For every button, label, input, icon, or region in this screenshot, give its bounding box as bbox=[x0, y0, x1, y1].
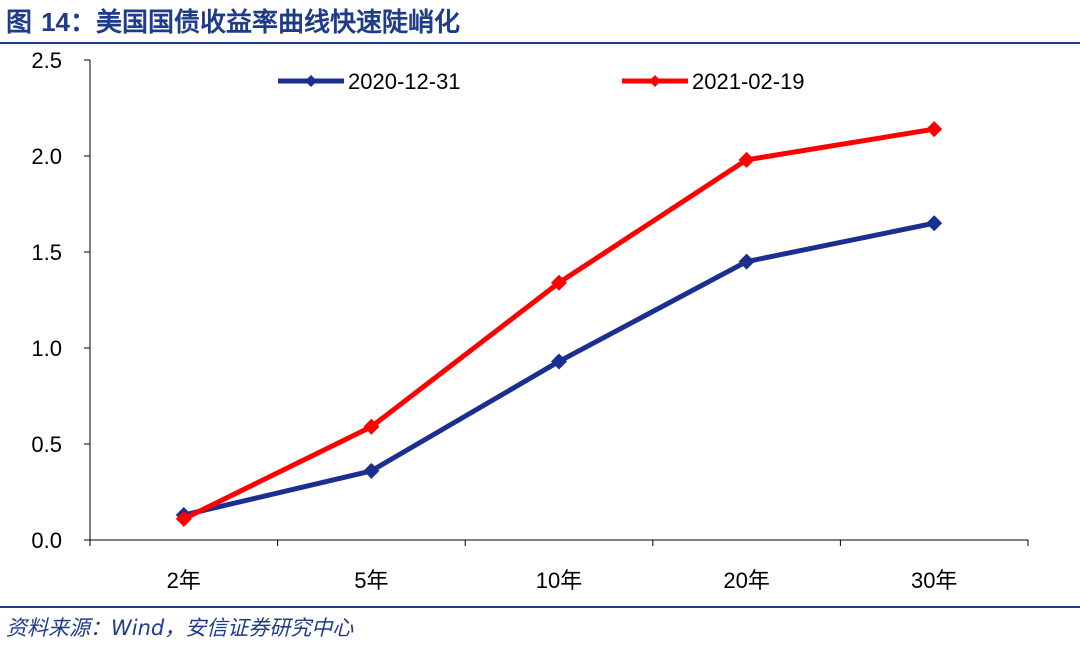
data-point bbox=[363, 418, 380, 435]
source-divider bbox=[0, 606, 1080, 608]
legend-label: 2020-12-31 bbox=[348, 69, 461, 94]
y-tick-label: 1.5 bbox=[31, 240, 62, 265]
x-tick-label: 5年 bbox=[354, 568, 388, 593]
series-2020-12-31 bbox=[175, 215, 943, 524]
chart-area: 0.0 0.5 1.0 1.5 2.0 2.5 2年 5年 10年 20年 30年 2020-12-3… bbox=[0, 44, 1080, 604]
y-tick-label: 2.0 bbox=[31, 144, 62, 169]
data-point bbox=[738, 253, 755, 270]
data-point bbox=[551, 274, 567, 291]
legend-swatch-marker bbox=[305, 75, 317, 87]
series-line bbox=[182, 126, 935, 522]
y-tick-label: 1.0 bbox=[31, 336, 62, 361]
data-point bbox=[926, 121, 943, 138]
figure-title-prefix: 图 bbox=[6, 8, 42, 38]
source-note: 资料来源：Wind，安信证券研究中心 bbox=[6, 616, 354, 640]
data-point bbox=[551, 353, 567, 370]
y-tick-label: 2.5 bbox=[31, 48, 62, 73]
data-point bbox=[738, 151, 755, 168]
data-point bbox=[363, 462, 380, 479]
data-point bbox=[175, 510, 192, 527]
x-tick-label: 30年 bbox=[911, 568, 957, 593]
title-divider bbox=[0, 42, 1080, 44]
figure-number: 14 bbox=[41, 7, 70, 37]
series-2021-02-19 bbox=[175, 121, 943, 527]
x-tick-label: 20年 bbox=[723, 568, 769, 593]
legend-swatch-marker bbox=[649, 75, 661, 87]
data-point bbox=[926, 215, 943, 232]
x-tick-label: 2年 bbox=[167, 568, 201, 593]
figure-title: 图 14：美国国债收益率曲线快速陡峭化 bbox=[6, 4, 460, 40]
x-tick-label: 10年 bbox=[536, 568, 582, 593]
legend-item: 2020-12-31 bbox=[278, 69, 461, 94]
yield-curve-chart: 0.0 0.5 1.0 1.5 2.0 2.5 2年 5年 10年 20年 30年 2020-12-3… bbox=[31, 48, 1029, 593]
y-tick-label: 0.0 bbox=[31, 528, 62, 553]
legend-label: 2021-02-19 bbox=[692, 69, 805, 94]
figure-title-text: ：美国国债收益率曲线快速陡峭化 bbox=[69, 8, 460, 38]
legend-item: 2021-02-19 bbox=[622, 69, 805, 94]
y-tick-label: 0.5 bbox=[31, 432, 62, 457]
